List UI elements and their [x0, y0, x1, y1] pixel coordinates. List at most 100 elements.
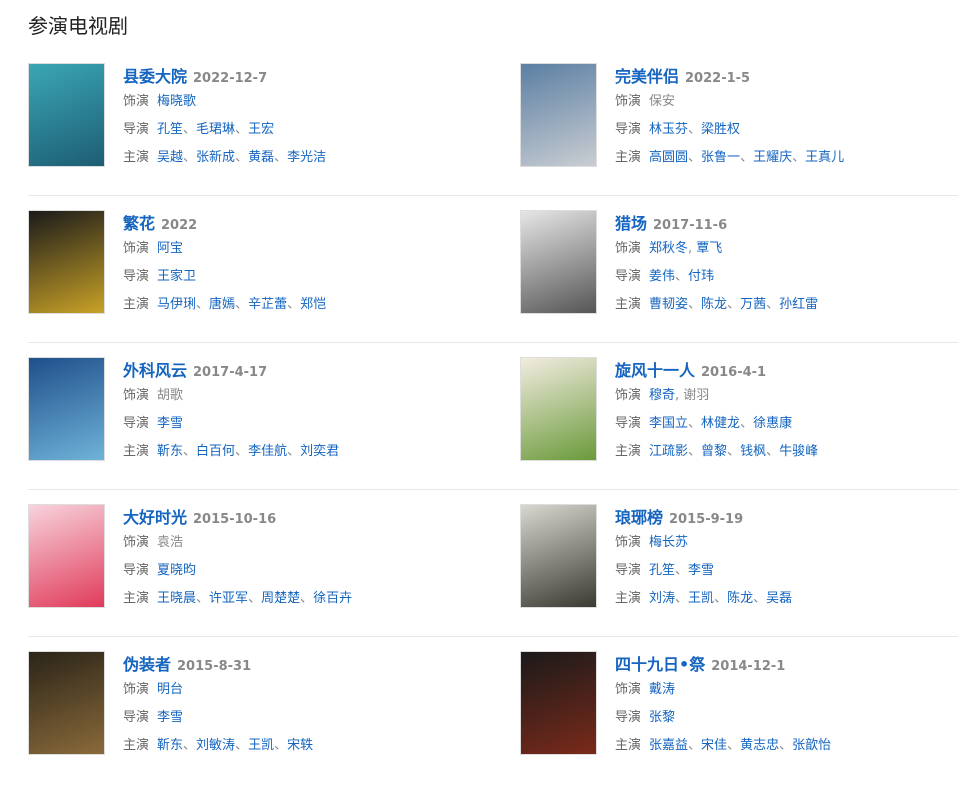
- poster-image[interactable]: [520, 210, 597, 314]
- show-title-link[interactable]: 外科风云: [123, 361, 188, 380]
- poster-image[interactable]: [28, 504, 105, 608]
- star-link[interactable]: 刘涛: [649, 591, 676, 606]
- show-title-link[interactable]: 大好时光: [123, 508, 188, 527]
- director-label: 导演: [615, 710, 642, 725]
- star-link[interactable]: 许亚军: [209, 591, 249, 606]
- star-link[interactable]: 刘奕君: [300, 444, 340, 459]
- director-link[interactable]: 王家卫: [157, 269, 197, 284]
- show-title-link[interactable]: 四十九日•祭: [615, 655, 706, 674]
- star-link[interactable]: 马伊琍: [157, 297, 197, 312]
- star-link[interactable]: 吴磊: [766, 591, 793, 606]
- title-line: 四十九日•祭 2014-12-1: [615, 654, 831, 676]
- director-line: 导演 孔笙、毛珺琳、王宏: [123, 116, 326, 144]
- role-link[interactable]: 戴涛: [649, 682, 676, 697]
- star-link[interactable]: 李光洁: [287, 150, 327, 165]
- poster-image[interactable]: [520, 504, 597, 608]
- title-line: 猎场 2017-11-6: [615, 213, 818, 235]
- director-link[interactable]: 姜伟: [649, 269, 676, 284]
- star-link[interactable]: 白百何: [196, 444, 236, 459]
- star-link[interactable]: 陈龙: [701, 297, 728, 312]
- stars-line: 主演 靳东、白百何、李佳航、刘奕君: [123, 438, 339, 466]
- role-line: 饰演 袁浩: [123, 529, 352, 557]
- role-link[interactable]: 明台: [157, 682, 184, 697]
- role-link[interactable]: 阿宝: [157, 241, 184, 256]
- star-link[interactable]: 张鲁一: [701, 150, 741, 165]
- director-link[interactable]: 孔笙: [157, 122, 184, 137]
- star-link[interactable]: 钱枫: [740, 444, 767, 459]
- director-link[interactable]: 林健龙: [701, 416, 741, 431]
- director-link[interactable]: 付玮: [688, 269, 715, 284]
- star-link[interactable]: 郑恺: [300, 297, 327, 312]
- role-label: 饰演: [615, 388, 642, 403]
- separator: 、: [740, 416, 754, 431]
- star-link[interactable]: 曹韧姿: [649, 297, 689, 312]
- show-title-link[interactable]: 完美伴侣: [615, 67, 680, 86]
- show-title-link[interactable]: 旋风十一人: [615, 361, 696, 380]
- star-link[interactable]: 曾黎: [701, 444, 728, 459]
- director-link[interactable]: 李雪: [157, 416, 184, 431]
- director-link[interactable]: 李国立: [649, 416, 689, 431]
- star-link[interactable]: 宋佳: [701, 738, 728, 753]
- show-title-link[interactable]: 猎场: [615, 214, 648, 233]
- role-link[interactable]: 覃飞: [696, 241, 723, 256]
- star-link[interactable]: 王耀庆: [753, 150, 793, 165]
- star-link[interactable]: 唐嫣: [209, 297, 236, 312]
- star-link[interactable]: 吴越: [157, 150, 184, 165]
- separator: 、: [287, 444, 301, 459]
- tv-show-item: 县委大院 2022-12-7 饰演 梅晓歌 导演 孔笙、毛珺琳、王宏 主演 吴越、张新成、黄磊…: [28, 63, 958, 210]
- star-link[interactable]: 张嘉益: [649, 738, 689, 753]
- director-label: 导演: [123, 563, 150, 578]
- star-link[interactable]: 陈龙: [727, 591, 754, 606]
- star-link[interactable]: 靳东: [157, 738, 184, 753]
- role-link[interactable]: 梅长苏: [649, 535, 689, 550]
- star-link[interactable]: 张歆怡: [792, 738, 832, 753]
- star-link[interactable]: 江疏影: [649, 444, 689, 459]
- star-link[interactable]: 王凯: [248, 738, 275, 753]
- star-link[interactable]: 王凯: [688, 591, 715, 606]
- star-link[interactable]: 牛骏峰: [779, 444, 819, 459]
- star-link[interactable]: 万茜: [740, 297, 767, 312]
- director-link[interactable]: 徐惠康: [753, 416, 793, 431]
- show-title-link[interactable]: 伪装者: [123, 655, 172, 674]
- star-link[interactable]: 周楚楚: [261, 591, 301, 606]
- star-link[interactable]: 王真儿: [805, 150, 845, 165]
- star-link[interactable]: 辛芷蕾: [248, 297, 288, 312]
- director-link[interactable]: 梁胜权: [701, 122, 741, 137]
- role-line: 饰演 胡歌: [123, 382, 339, 410]
- star-link[interactable]: 高圆圆: [649, 150, 689, 165]
- role-label: 饰演: [123, 682, 150, 697]
- director-link[interactable]: 夏晓昀: [157, 563, 197, 578]
- star-link[interactable]: 孙红雷: [779, 297, 819, 312]
- director-link[interactable]: 李雪: [688, 563, 715, 578]
- star-link[interactable]: 刘敏涛: [196, 738, 236, 753]
- director-link[interactable]: 毛珺琳: [196, 122, 236, 137]
- star-link[interactable]: 李佳航: [248, 444, 288, 459]
- director-link[interactable]: 林玉芬: [649, 122, 689, 137]
- show-title-link[interactable]: 繁花: [123, 214, 156, 233]
- director-link[interactable]: 李雪: [157, 710, 184, 725]
- role-link[interactable]: 梅晓歌: [157, 94, 197, 109]
- star-link[interactable]: 宋轶: [287, 738, 314, 753]
- poster-image[interactable]: [28, 63, 105, 167]
- show-title-link[interactable]: 琅琊榜: [615, 508, 664, 527]
- poster-image[interactable]: [520, 651, 597, 755]
- star-link[interactable]: 靳东: [157, 444, 184, 459]
- air-date: 2017-4-17: [193, 365, 268, 380]
- star-link[interactable]: 张新成: [196, 150, 236, 165]
- director-link[interactable]: 孔笙: [649, 563, 676, 578]
- director-link[interactable]: 王宏: [248, 122, 275, 137]
- star-link[interactable]: 黄志忠: [740, 738, 780, 753]
- poster-image[interactable]: [520, 63, 597, 167]
- role-link[interactable]: 郑秋冬: [649, 241, 689, 256]
- poster-image[interactable]: [28, 210, 105, 314]
- poster-image[interactable]: [28, 357, 105, 461]
- poster-image[interactable]: [520, 357, 597, 461]
- star-link[interactable]: 徐百卉: [313, 591, 353, 606]
- star-link[interactable]: 王晓晨: [157, 591, 197, 606]
- star-link[interactable]: 黄磊: [248, 150, 275, 165]
- role-link[interactable]: 穆奇: [649, 388, 676, 403]
- tv-show-item: 伪装者 2015-8-31 饰演 明台 导演 李雪 主演 靳东、刘敏涛、王凯、宋轶: [28, 651, 520, 798]
- director-link[interactable]: 张黎: [649, 710, 676, 725]
- poster-image[interactable]: [28, 651, 105, 755]
- show-title-link[interactable]: 县委大院: [123, 67, 188, 86]
